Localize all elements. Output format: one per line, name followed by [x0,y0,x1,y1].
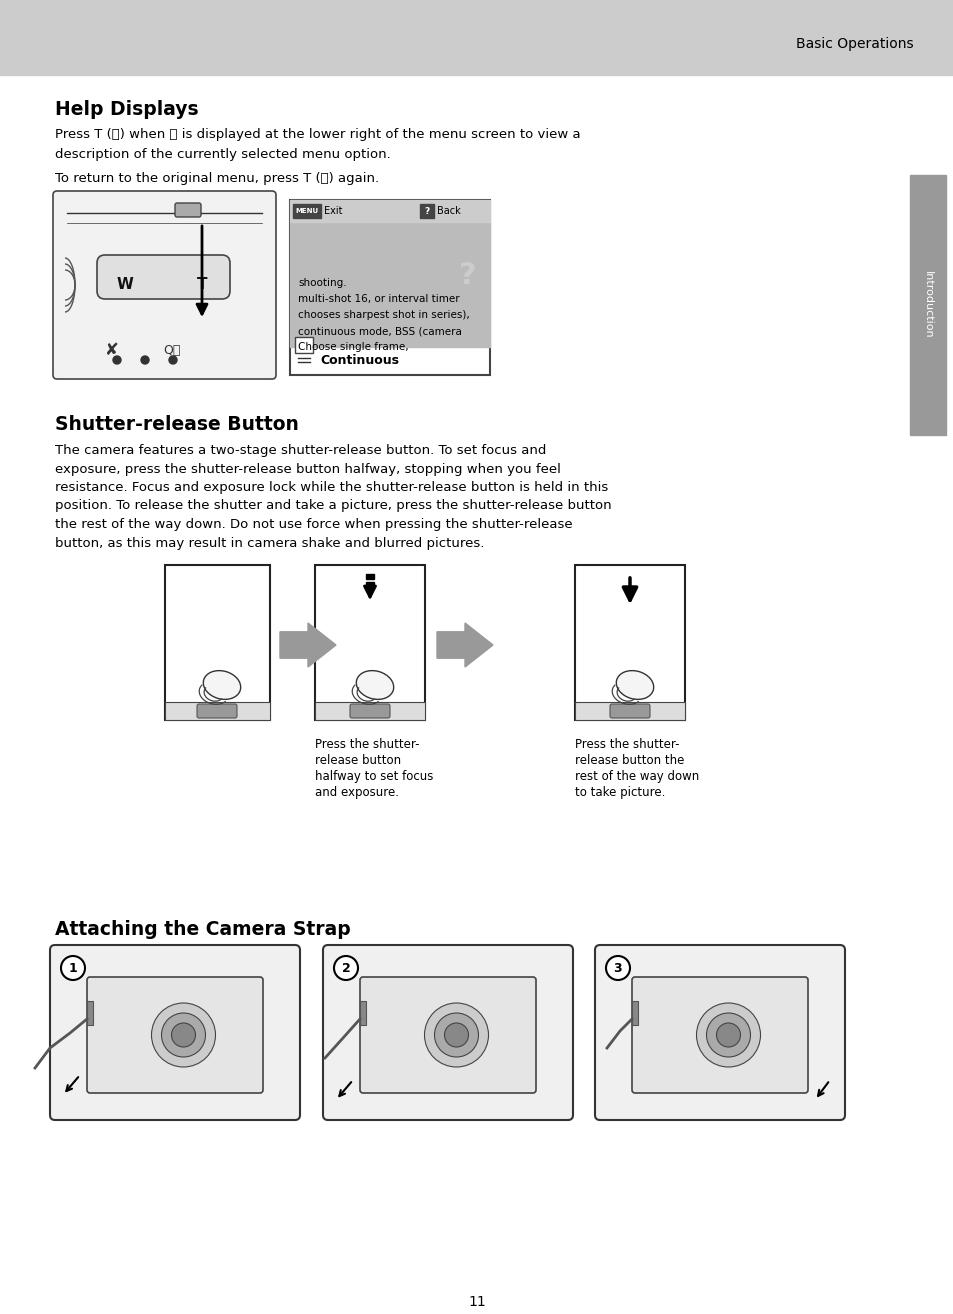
FancyBboxPatch shape [350,704,390,717]
Text: Shutter-release Button: Shutter-release Button [55,415,298,434]
Bar [419,204,434,218]
Text: Choose single frame,: Choose single frame, [297,342,408,352]
Circle shape [169,356,177,364]
Bar [314,702,424,720]
Text: Introduction: Introduction [923,271,932,339]
Circle shape [61,957,85,980]
Text: continuous mode, BSS (camera: continuous mode, BSS (camera [297,326,461,336]
Bar [290,200,490,222]
FancyBboxPatch shape [595,945,844,1120]
Bar [314,565,424,720]
Text: 3: 3 [613,962,621,975]
Text: Help Displays: Help Displays [55,100,198,120]
Text: Basic Operations: Basic Operations [796,37,913,51]
FancyBboxPatch shape [609,704,649,717]
Circle shape [605,957,629,980]
Text: Exit: Exit [324,206,342,215]
Text: halfway to set focus: halfway to set focus [314,770,433,783]
Bar [575,702,684,720]
Text: rest of the way down: rest of the way down [575,770,699,783]
Text: shooting.: shooting. [297,279,346,288]
Text: 2: 2 [341,962,350,975]
Text: chooses sharpest shot in series),: chooses sharpest shot in series), [297,310,469,321]
Text: button, as this may result in camera shake and blurred pictures.: button, as this may result in camera sha… [55,536,484,549]
Circle shape [141,356,149,364]
Text: Press the shutter-: Press the shutter- [314,738,419,752]
Bar [290,222,490,347]
Text: release button: release button [314,754,400,767]
Text: description of the currently selected menu option.: description of the currently selected me… [55,148,391,162]
Ellipse shape [355,670,394,699]
Bar [165,702,270,720]
Text: Continuous: Continuous [319,355,398,368]
FancyBboxPatch shape [196,704,236,717]
Circle shape [112,356,121,364]
FancyBboxPatch shape [631,978,807,1093]
FancyBboxPatch shape [359,978,536,1093]
Text: To return to the original menu, press T (ⓘ) again.: To return to the original menu, press T … [55,172,378,185]
Circle shape [434,1013,478,1056]
FancyBboxPatch shape [87,978,263,1093]
Circle shape [334,957,357,980]
Ellipse shape [203,670,240,699]
Bar [909,175,945,435]
Bar [87,1001,92,1025]
Text: T: T [196,277,207,292]
Bar [290,200,490,374]
Text: Attaching the Camera Strap: Attaching the Camera Strap [55,920,351,940]
Text: ?: ? [424,206,429,215]
Text: 1: 1 [69,962,77,975]
FancyBboxPatch shape [174,202,201,217]
Circle shape [696,1003,760,1067]
Bar [293,204,320,218]
Text: Press the shutter-: Press the shutter- [575,738,679,752]
Polygon shape [436,623,493,668]
Text: release button the: release button the [575,754,683,767]
Circle shape [716,1024,740,1047]
Bar [366,574,374,579]
Bar [359,1001,366,1025]
Ellipse shape [616,670,653,699]
Text: 11: 11 [468,1296,485,1309]
Bar [165,565,270,720]
Text: Back: Back [436,206,460,215]
Circle shape [152,1003,215,1067]
Text: MENU: MENU [295,208,318,214]
Text: ✘: ✘ [105,342,119,359]
Text: the rest of the way down. Do not use force when pressing the shutter-release: the rest of the way down. Do not use for… [55,518,572,531]
Bar [575,565,684,720]
Text: exposure, press the shutter-release button halfway, stopping when you feel: exposure, press the shutter-release butt… [55,463,560,476]
Text: Press T (ⓘ) when ⓘ is displayed at the lower right of the menu screen to view a: Press T (ⓘ) when ⓘ is displayed at the l… [55,127,580,141]
FancyBboxPatch shape [53,191,275,378]
Circle shape [172,1024,195,1047]
Circle shape [161,1013,205,1056]
Text: position. To release the shutter and take a picture, press the shutter-release b: position. To release the shutter and tak… [55,499,611,512]
Bar [294,336,313,353]
FancyBboxPatch shape [323,945,573,1120]
Text: to take picture.: to take picture. [575,786,664,799]
FancyBboxPatch shape [50,945,299,1120]
Text: and exposure.: and exposure. [314,786,398,799]
Polygon shape [280,623,335,668]
Bar [631,1001,638,1025]
Text: multi-shot 16, or interval timer: multi-shot 16, or interval timer [297,294,459,304]
FancyBboxPatch shape [97,255,230,300]
Bar [366,582,374,587]
Text: W: W [116,277,133,292]
Text: The camera features a two-stage shutter-release button. To set focus and: The camera features a two-stage shutter-… [55,444,546,457]
Circle shape [424,1003,488,1067]
Text: Qⓘ: Qⓘ [163,343,180,356]
Circle shape [444,1024,468,1047]
Text: ?: ? [458,260,476,289]
Text: resistance. Focus and exposure lock while the shutter-release button is held in : resistance. Focus and exposure lock whil… [55,481,608,494]
Bar [0,0,953,75]
Circle shape [706,1013,750,1056]
